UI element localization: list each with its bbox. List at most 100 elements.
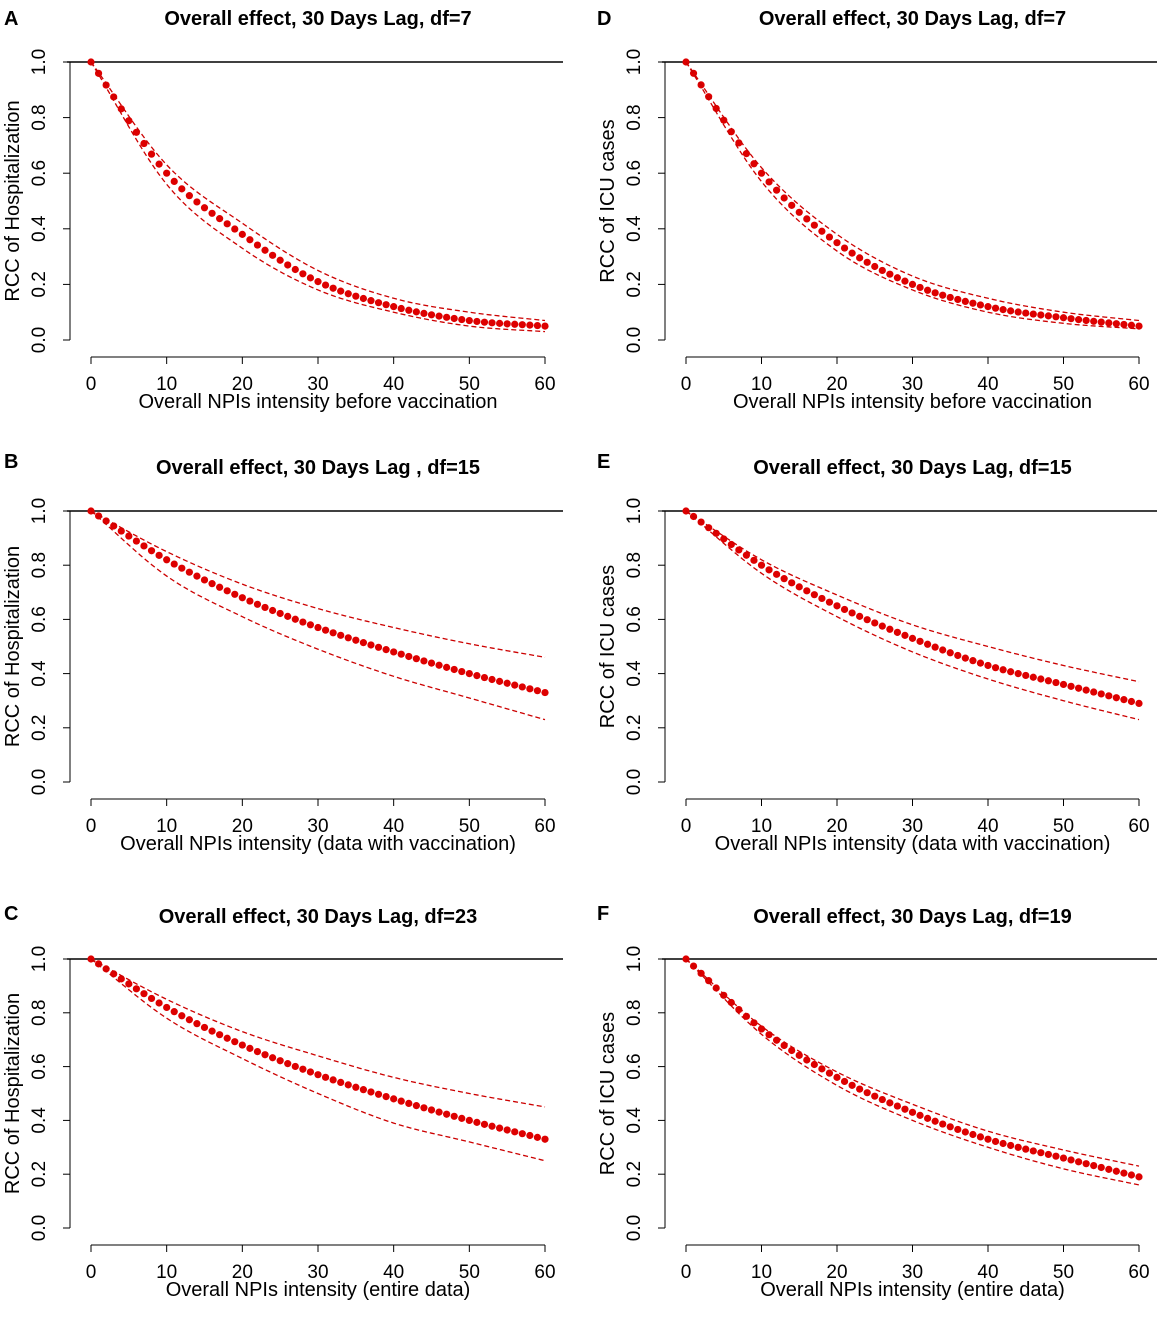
estimate-point (359, 1086, 367, 1094)
panel-letter: F (597, 903, 609, 925)
estimate-point (541, 688, 549, 697)
estimate-point (269, 251, 277, 259)
estimate-point (405, 306, 413, 314)
panel-letter: E (597, 451, 610, 473)
estimate-point (223, 220, 231, 228)
estimate-point (946, 293, 954, 302)
estimate-point (496, 677, 504, 685)
estimate-point (1029, 310, 1037, 318)
y-tick-label: 1.0 (624, 946, 645, 972)
y-tick-label: 0.6 (29, 1053, 50, 1079)
estimate-point (924, 640, 932, 648)
y-tick-label: 0.8 (624, 1000, 645, 1026)
estimate-point (1127, 321, 1136, 329)
estimate-point (269, 1054, 277, 1062)
estimate-point (1075, 1158, 1083, 1166)
estimate-point (397, 304, 405, 313)
estimate-point (125, 117, 133, 125)
estimate-point (261, 1051, 269, 1059)
estimate-point (526, 685, 534, 693)
estimate-point (697, 81, 705, 89)
x-tick-label: 60 (534, 816, 555, 837)
x-tick-label: 30 (307, 816, 328, 837)
estimate-point (1120, 1169, 1128, 1177)
x-tick-label: 50 (459, 374, 480, 395)
x-tick-label: 30 (902, 374, 923, 395)
ci-lower-line (90, 958, 546, 1162)
y-tick-label: 0.4 (29, 1107, 50, 1134)
estimate-point (269, 606, 277, 615)
estimate-point (795, 1051, 803, 1059)
estimate-point (840, 1077, 849, 1086)
x-tick-label: 10 (751, 374, 772, 395)
y-tick-label: 0.6 (29, 606, 50, 632)
estimate-point (503, 320, 511, 328)
estimate-point (1135, 1173, 1143, 1181)
estimate-point (871, 262, 879, 271)
estimate-point (178, 185, 186, 193)
estimate-point (518, 1130, 526, 1138)
estimate-point (110, 93, 118, 101)
x-tick-label: 0 (681, 1262, 692, 1283)
estimate-point (321, 281, 330, 289)
estimate-point (720, 116, 728, 124)
estimate-point (465, 670, 473, 678)
ci-lower-line (90, 510, 546, 721)
estimate-point (420, 1104, 428, 1112)
estimate-point (147, 994, 156, 1003)
estimate-point (863, 616, 871, 624)
estimate-point (848, 249, 856, 257)
estimate-point (526, 321, 534, 329)
estimate-point (810, 591, 818, 599)
estimate-point (1105, 319, 1113, 327)
estimate-point (450, 314, 458, 323)
estimate-point (780, 575, 788, 583)
x-tick-label: 50 (1053, 1262, 1074, 1283)
x-axis-label: Overall NPIs intensity (data with vaccin… (120, 833, 516, 855)
estimate-point (200, 576, 209, 584)
estimate-point (193, 198, 201, 206)
ci-upper-line (685, 61, 1140, 322)
estimate-point (435, 312, 443, 320)
panel-letter: C (4, 903, 18, 925)
estimate-point (503, 1126, 511, 1134)
estimate-point (856, 1085, 864, 1093)
estimate-point (427, 659, 436, 667)
estimate-point (208, 209, 216, 217)
estimate-point (533, 687, 542, 695)
x-tick-label: 20 (826, 1262, 847, 1283)
estimate-point (803, 215, 811, 223)
estimate-point (1007, 1141, 1015, 1150)
estimate-point (991, 1137, 1000, 1146)
estimate-point (1075, 316, 1083, 324)
estimate-point (238, 230, 246, 238)
estimate-point (999, 1139, 1007, 1148)
y-axis-label: RCC of ICU cases (597, 119, 619, 282)
estimate-point (886, 625, 894, 633)
y-tick-label: 0.8 (29, 104, 50, 130)
estimate-point (901, 631, 909, 639)
estimate-point (1037, 675, 1045, 683)
estimate-point (382, 301, 390, 309)
estimate-point (1007, 668, 1015, 676)
estimate-point (374, 643, 383, 651)
ci-lower-line (685, 958, 1140, 1186)
estimate-point (1044, 677, 1052, 685)
estimate-point (359, 294, 367, 303)
estimate-point (374, 299, 383, 307)
estimate-point (208, 580, 216, 588)
estimate-point (163, 1003, 171, 1012)
y-tick-label: 0.2 (624, 271, 645, 297)
x-axis-label: Overall NPIs intensity before vaccinatio… (733, 391, 1092, 413)
estimate-point (976, 659, 985, 667)
x-tick-label: 10 (751, 816, 772, 837)
estimate-point (291, 615, 299, 623)
estimate-point (1082, 1160, 1090, 1168)
estimate-point (276, 609, 284, 618)
estimate-point (480, 318, 489, 326)
estimate-point (1120, 320, 1128, 329)
estimate-point (742, 551, 751, 559)
estimate-point (773, 186, 781, 194)
estimate-point (208, 1027, 216, 1035)
